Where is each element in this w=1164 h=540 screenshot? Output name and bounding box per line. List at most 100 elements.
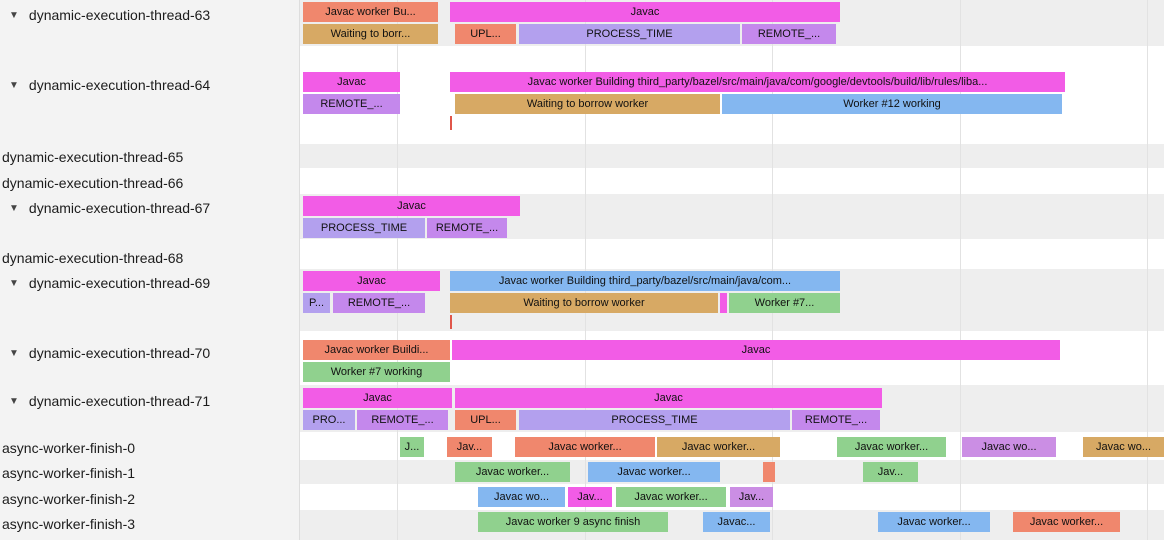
trace-slice[interactable]: Javac worker 9 async finish	[478, 512, 668, 532]
track-name: dynamic-execution-thread-66	[2, 175, 184, 191]
trace-slice[interactable]: Javac worker Bu...	[303, 2, 438, 22]
track-header-async-worker-finish-1[interactable]: async-worker-finish-1	[0, 462, 299, 484]
trace-slice[interactable]: Worker #7...	[729, 293, 840, 313]
slice-label: Javac worker Building third_party/bazel/…	[527, 76, 988, 88]
trace-slice[interactable]: PRO...	[303, 410, 355, 430]
slice-label: Javac worker 9 async finish	[505, 516, 641, 528]
trace-slice[interactable]: PROCESS_TIME	[519, 24, 740, 44]
slice-label: Javac worker Bu...	[325, 6, 416, 18]
slice-label: Javac worker...	[617, 466, 691, 478]
trace-slice[interactable]: REMOTE_...	[357, 410, 448, 430]
slice-label: PROCESS_TIME	[611, 414, 698, 426]
slice-label: Javac...	[717, 516, 756, 528]
trace-slice[interactable]: Jav...	[863, 462, 918, 482]
trace-slice[interactable]: Javac	[450, 2, 840, 22]
track-name: dynamic-execution-thread-69	[28, 275, 211, 291]
slice-label: REMOTE_...	[757, 28, 821, 40]
trace-slice[interactable]: Worker #7 working	[303, 362, 450, 382]
trace-slice[interactable]: Waiting to borrow worker	[450, 293, 718, 313]
slice-label: Worker #7 working	[330, 366, 423, 378]
trace-slice[interactable]: Javac worker Building third_party/bazel/…	[450, 271, 840, 291]
trace-slice[interactable]: Javac worker Buildi...	[303, 340, 450, 360]
slice-label: Javac wo...	[1095, 441, 1152, 453]
trace-slice[interactable]: REMOTE_...	[427, 218, 507, 238]
track-header-async-worker-finish-2[interactable]: async-worker-finish-2	[0, 488, 299, 510]
track-header-dynamic-execution-thread-70[interactable]: ▼ dynamic-execution-thread-70	[0, 342, 299, 364]
slice-label: Worker #7...	[754, 297, 815, 309]
slice-label: Jav...	[738, 491, 765, 503]
instant-event-marker[interactable]	[450, 315, 452, 329]
track-header-dynamic-execution-thread-65[interactable]: dynamic-execution-thread-65	[0, 146, 299, 168]
trace-slice[interactable]: Javac	[303, 72, 400, 92]
trace-slice[interactable]: UPL...	[455, 24, 516, 44]
trace-slice[interactable]: Worker #12 working	[722, 94, 1062, 114]
slice-label: P...	[308, 297, 325, 309]
trace-slice[interactable]: Javac worker...	[1013, 512, 1120, 532]
track-header-dynamic-execution-thread-69[interactable]: ▼ dynamic-execution-thread-69	[0, 272, 299, 294]
collapse-arrow-icon: ▼	[9, 347, 19, 359]
trace-slice[interactable]: Javac...	[703, 512, 770, 532]
trace-slice[interactable]: Javac	[303, 196, 520, 216]
track-name: dynamic-execution-thread-68	[2, 250, 184, 266]
trace-slice[interactable]: Waiting to borrow worker	[455, 94, 720, 114]
slice-label: Javac worker Building third_party/bazel/…	[498, 275, 792, 287]
trace-slice[interactable]: P...	[303, 293, 330, 313]
trace-slice[interactable]: REMOTE_...	[333, 293, 425, 313]
track-name: async-worker-finish-1	[2, 465, 136, 481]
trace-slice[interactable]: PROCESS_TIME	[303, 218, 425, 238]
track-band	[300, 245, 1164, 269]
collapse-arrow-icon: ▼	[9, 277, 19, 289]
collapse-arrow-icon: ▼	[9, 202, 19, 214]
trace-slice[interactable]: REMOTE_...	[792, 410, 880, 430]
trace-slice[interactable]: Javac worker...	[616, 487, 726, 507]
slice-label: Javac worker...	[475, 466, 550, 478]
trace-slice[interactable]: Javac worker...	[878, 512, 990, 532]
trace-slice[interactable]: Javac worker...	[515, 437, 655, 457]
track-header-dynamic-execution-thread-68[interactable]: dynamic-execution-thread-68	[0, 247, 299, 269]
slice-label: Javac	[357, 275, 386, 287]
slice-label: Jav...	[877, 466, 904, 478]
track-header-dynamic-execution-thread-63[interactable]: ▼ dynamic-execution-thread-63	[0, 4, 299, 26]
trace-slice[interactable]	[720, 293, 727, 313]
slice-label: Javac worker...	[1029, 516, 1104, 528]
slice-label: PROCESS_TIME	[320, 222, 408, 234]
trace-slice[interactable]: Javac worker...	[588, 462, 720, 482]
track-name: dynamic-execution-thread-70	[28, 345, 211, 361]
slice-label: Javac	[363, 392, 392, 404]
trace-slice[interactable]: Javac worker...	[657, 437, 780, 457]
track-name: async-worker-finish-3	[2, 516, 136, 532]
track-header-dynamic-execution-thread-66[interactable]: dynamic-execution-thread-66	[0, 172, 299, 194]
trace-slice[interactable]: Javac wo...	[962, 437, 1056, 457]
trace-slice[interactable]: Javac wo...	[478, 487, 565, 507]
trace-slice[interactable]: Javac worker Building third_party/bazel/…	[450, 72, 1065, 92]
slice-label: Javac	[397, 200, 426, 212]
trace-slice[interactable]: Javac worker...	[455, 462, 570, 482]
trace-slice[interactable]: PROCESS_TIME	[519, 410, 790, 430]
track-header-dynamic-execution-thread-67[interactable]: ▼ dynamic-execution-thread-67	[0, 197, 299, 219]
instant-event-marker[interactable]	[450, 116, 452, 130]
trace-slice[interactable]: Javac	[452, 340, 1060, 360]
slice-label: REMOTE_...	[320, 98, 383, 110]
trace-slice[interactable]: Waiting to borr...	[303, 24, 438, 44]
track-header-async-worker-finish-3[interactable]: async-worker-finish-3	[0, 513, 299, 535]
trace-slice[interactable]: Javac	[303, 271, 440, 291]
trace-slice[interactable]: REMOTE_...	[303, 94, 400, 114]
trace-slice[interactable]: Javac	[455, 388, 882, 408]
trace-slice[interactable]: REMOTE_...	[742, 24, 836, 44]
trace-slice[interactable]: Jav...	[730, 487, 773, 507]
track-header-dynamic-execution-thread-64[interactable]: ▼ dynamic-execution-thread-64	[0, 74, 299, 96]
slice-label: Javac worker Buildi...	[324, 344, 429, 356]
track-header-async-worker-finish-0[interactable]: async-worker-finish-0	[0, 437, 299, 459]
trace-slice[interactable]: Javac worker...	[837, 437, 946, 457]
trace-slice[interactable]	[763, 462, 775, 482]
trace-slice[interactable]: Jav...	[447, 437, 492, 457]
trace-slice[interactable]: Javac	[303, 388, 452, 408]
trace-slice[interactable]: J...	[400, 437, 424, 457]
slice-label: Jav...	[577, 491, 603, 503]
trace-slice[interactable]: Jav...	[568, 487, 612, 507]
trace-slice[interactable]: Javac wo...	[1083, 437, 1164, 457]
track-header-dynamic-execution-thread-71[interactable]: ▼ dynamic-execution-thread-71	[0, 390, 299, 412]
trace-slice[interactable]: UPL...	[455, 410, 516, 430]
